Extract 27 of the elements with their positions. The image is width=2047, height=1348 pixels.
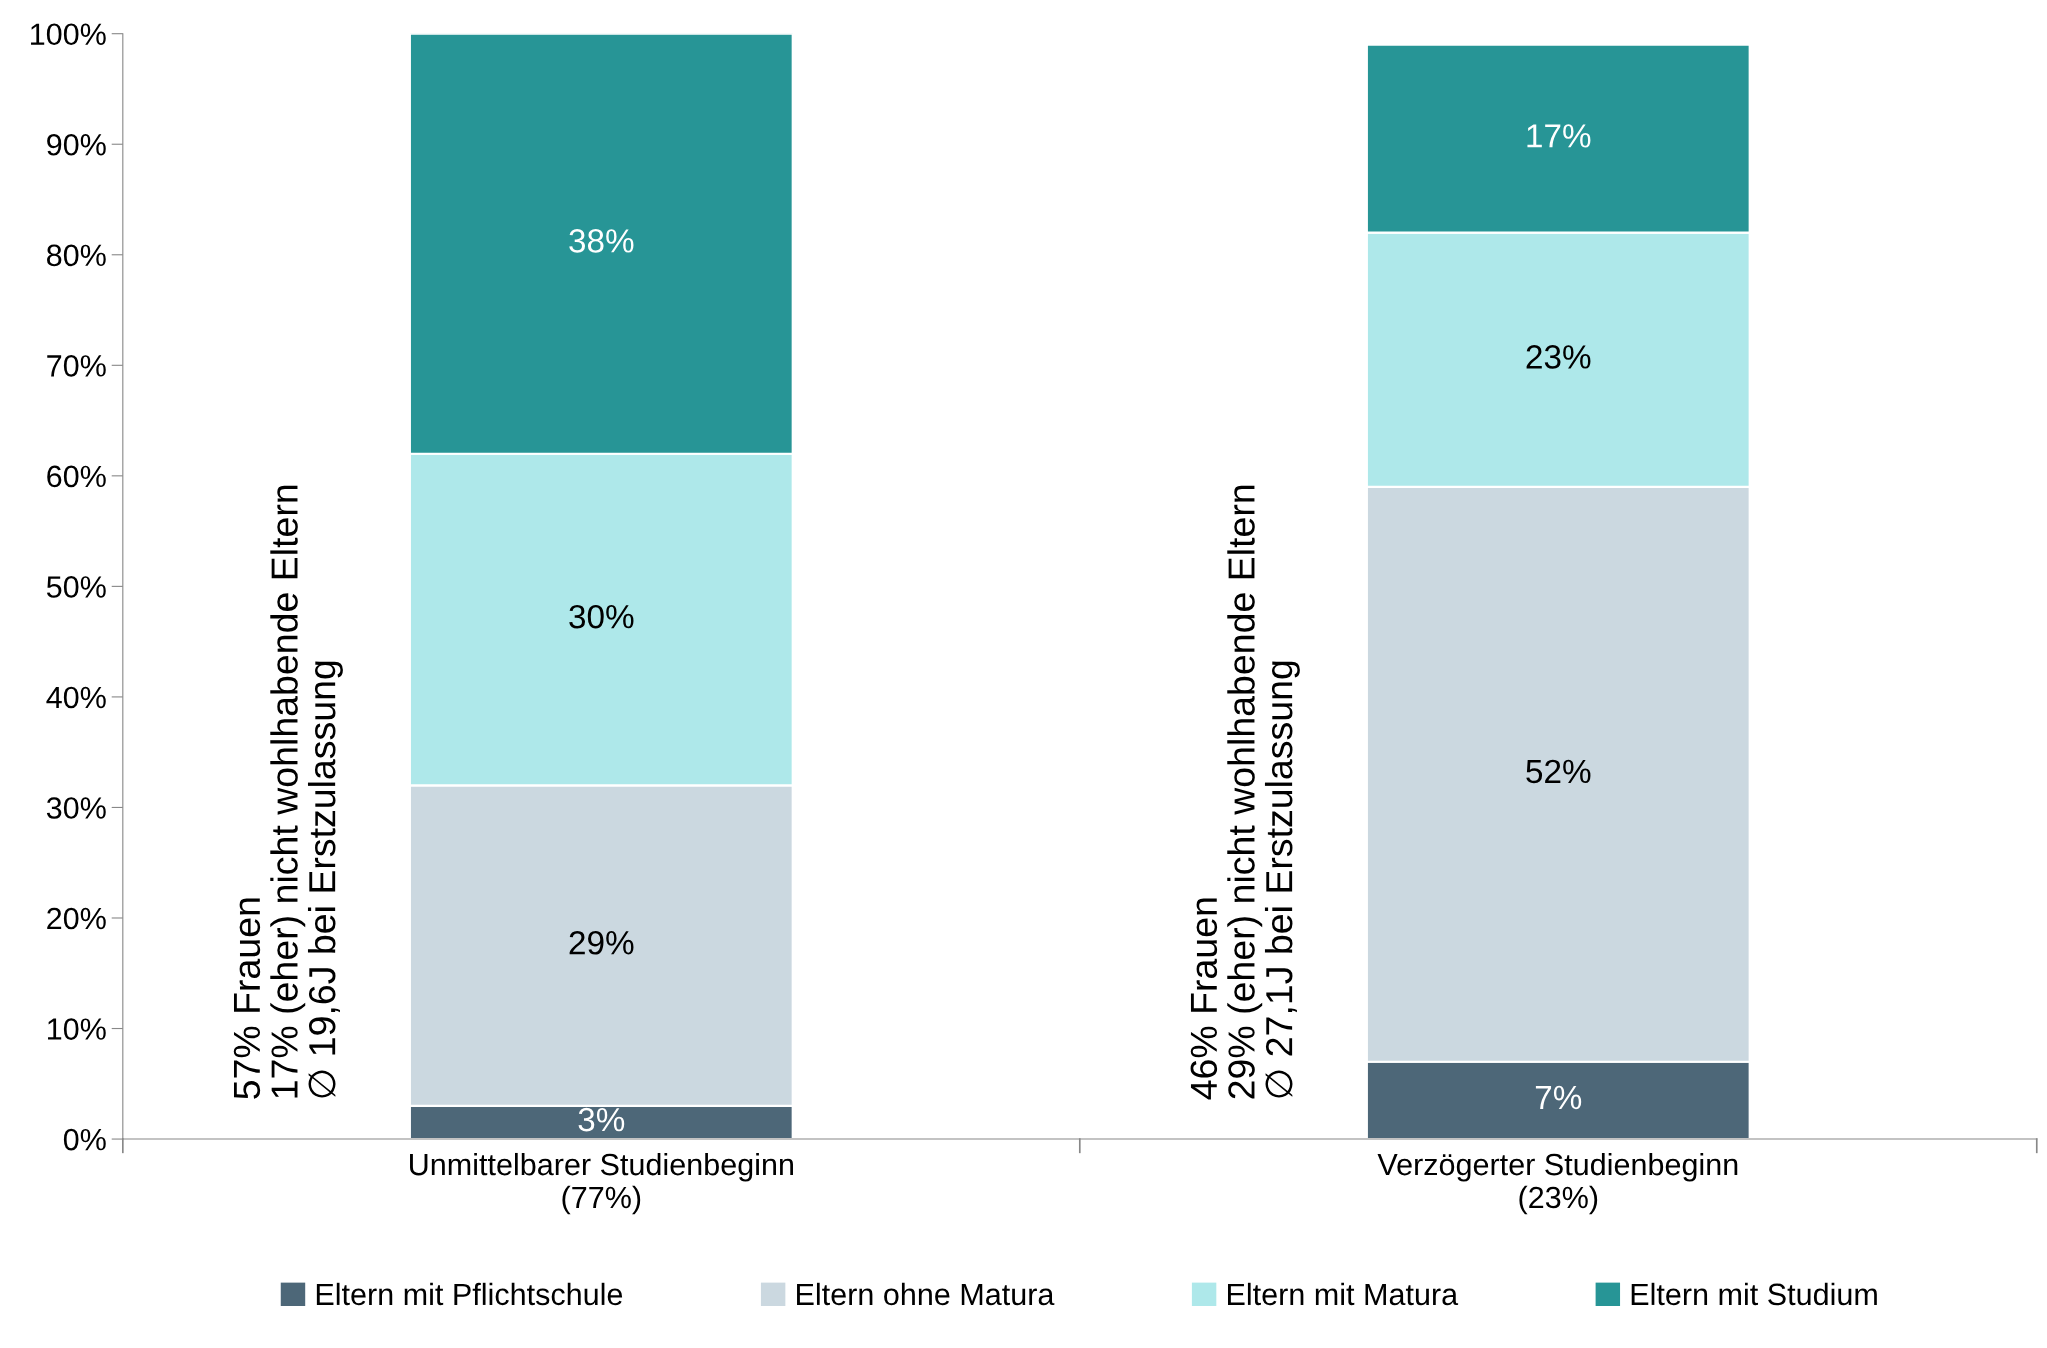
y-tick-label: 20% — [47, 907, 106, 930]
x-tick-label: Verzögerter Studienbeginn (23%) — [1377, 1152, 1738, 1215]
y-tick-label: 100% — [31, 23, 106, 46]
y-tick-label: 40% — [46, 686, 106, 709]
data-label: 30% — [569, 604, 634, 629]
data-label: 3% — [578, 1107, 625, 1132]
data-label: 17% — [1527, 124, 1591, 148]
y-tick-label: 10% — [48, 1018, 106, 1040]
y-tick-label: 0% — [63, 1128, 106, 1151]
legend-label: Eltern mit Matura — [1228, 1282, 1459, 1306]
legend-label: Eltern mit Studium — [1631, 1282, 1877, 1306]
y-tick-label: 90% — [47, 133, 106, 156]
y-tick-label: 50% — [46, 576, 106, 598]
annotation: 46% Frauen 29% (eher) nicht wohlhabende Eltern ∅ 27,1J bei Erstzulassung — [1190, 485, 1300, 1100]
data-label: 7% — [1535, 1085, 1582, 1110]
legend-label: Eltern ohne Matura — [797, 1282, 1055, 1306]
data-label: 23% — [1526, 345, 1591, 369]
y-tick-label: 80% — [47, 244, 106, 267]
y-tick-label: 60% — [47, 465, 106, 488]
y-tick-label: 30% — [46, 797, 106, 819]
annotation: 57% Frauen 17% (eher) nicht wohlhabende Eltern ∅ 19,6J bei Erstzulassung — [233, 485, 343, 1099]
y-tick-label: 70% — [47, 355, 106, 377]
data-label: 52% — [1526, 759, 1591, 784]
data-label: 38% — [569, 229, 634, 253]
data-label: 29% — [569, 930, 634, 955]
x-tick-label: Unmittelbarer Studienbeginn (77%) — [410, 1152, 793, 1215]
legend-label: Eltern mit Pflichtschule — [316, 1282, 623, 1306]
